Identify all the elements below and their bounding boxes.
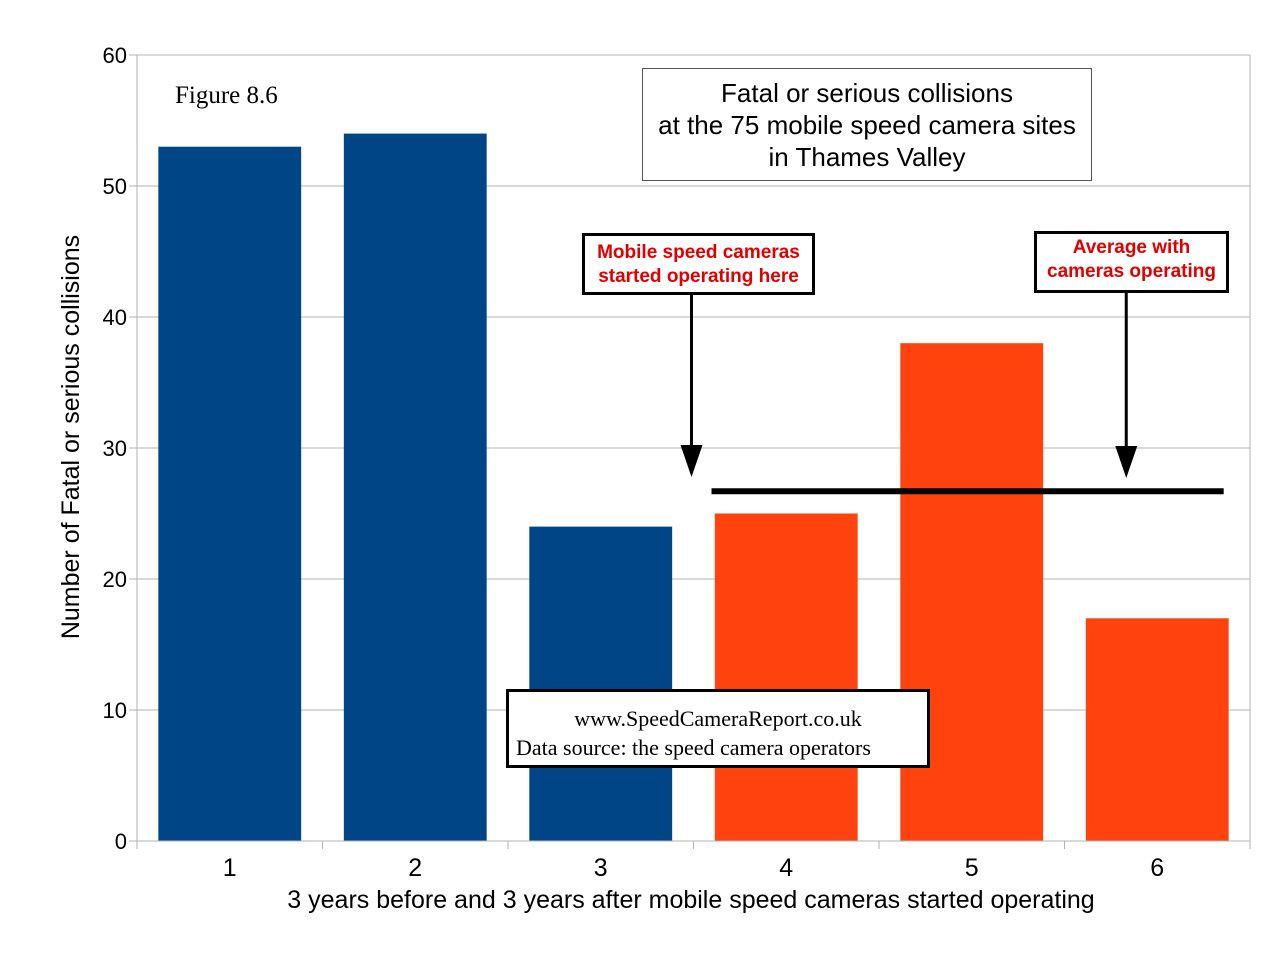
y-tick-label: 10 <box>103 698 127 723</box>
y-tick-label: 60 <box>103 43 127 68</box>
chart-title-line-1: Fatal or serious collisions <box>721 78 1013 108</box>
annotation-average-line-1: Average with <box>1072 237 1191 258</box>
axes <box>129 54 1251 849</box>
chart-title-box: Fatal or serious collisions at the 75 mo… <box>642 68 1092 181</box>
chart-title-line-3: in Thames Valley <box>768 142 966 172</box>
bar-4 <box>714 513 858 841</box>
figure-label: Figure 8.6 <box>175 82 278 109</box>
bar-3 <box>529 526 673 841</box>
y-axis-title: Number of Fatal or serious collisions <box>57 235 85 639</box>
annotation-cameras-started-line-2: started operating here <box>598 266 799 287</box>
source-box: www.SpeedCameraReport.co.uk Data source:… <box>506 689 930 768</box>
arrows <box>680 293 1138 478</box>
source-url: www.SpeedCameraReport.co.uk <box>574 706 862 731</box>
x-tick-label: 2 <box>408 854 422 882</box>
x-axis-title: 3 years before and 3 years after mobile … <box>287 886 1094 914</box>
arrow-average <box>1115 293 1138 478</box>
annotation-average-line-2: cameras operating <box>1047 261 1216 282</box>
arrow-cameras-started-head <box>680 445 703 477</box>
y-tick-label: 50 <box>103 174 127 199</box>
tick-labels: 0 10 20 30 40 50 60 1 2 3 4 5 6 <box>103 43 1165 882</box>
y-tick-label: 0 <box>115 829 127 854</box>
source-note: Data source: the speed camera operators <box>516 735 871 760</box>
y-tick-label: 40 <box>103 305 127 330</box>
x-tick-label: 4 <box>779 854 793 882</box>
chart-title-line-2: at the 75 mobile speed camera sites <box>658 110 1076 140</box>
bars <box>158 133 1229 842</box>
bar-2 <box>343 133 487 842</box>
bar-6 <box>1085 618 1229 841</box>
x-tick-label: 6 <box>1150 854 1164 882</box>
arrow-cameras-started <box>680 295 703 477</box>
annotation-cameras-started-line-1: Mobile speed cameras <box>597 242 800 263</box>
x-tick-label: 5 <box>965 854 979 882</box>
annotation-average: Average with cameras operating <box>1034 231 1229 293</box>
gridlines <box>137 54 1250 842</box>
bar-1 <box>158 146 302 841</box>
arrow-average-head <box>1115 446 1138 478</box>
y-tick-label: 30 <box>103 436 127 461</box>
x-tick-label: 1 <box>223 854 237 882</box>
annotation-cameras-started: Mobile speed cameras started operating h… <box>582 233 815 295</box>
x-tick-label: 3 <box>594 854 608 882</box>
y-tick-label: 20 <box>103 567 127 592</box>
